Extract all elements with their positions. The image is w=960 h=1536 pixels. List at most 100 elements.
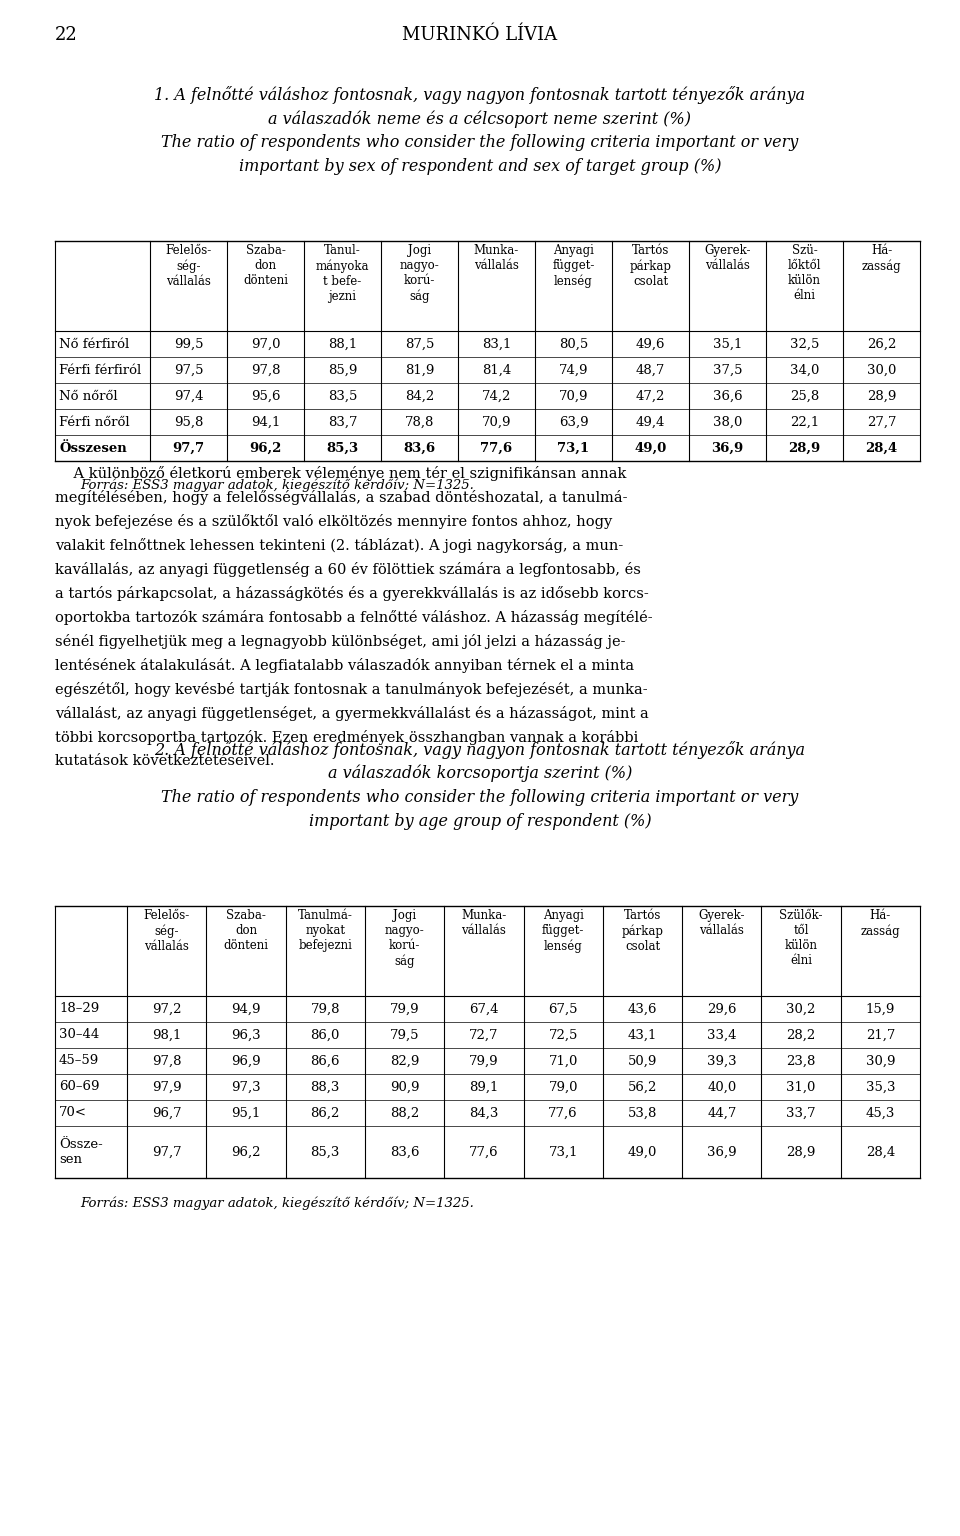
Text: Szü-
lőktől
külön
élni: Szü- lőktől külön élni bbox=[788, 244, 821, 303]
Text: 22: 22 bbox=[55, 26, 78, 45]
Text: a válaszadók neme és a célcsoport neme szerint (%): a válaszadók neme és a célcsoport neme s… bbox=[269, 111, 691, 127]
Text: 74,9: 74,9 bbox=[559, 364, 588, 376]
Text: 28,4: 28,4 bbox=[865, 441, 898, 455]
Text: 99,5: 99,5 bbox=[174, 338, 204, 350]
Text: Anyagi
függet-
lenség: Anyagi függet- lenség bbox=[552, 244, 594, 287]
Text: 97,3: 97,3 bbox=[231, 1080, 261, 1094]
Text: 28,9: 28,9 bbox=[788, 441, 821, 455]
Text: 45–59: 45–59 bbox=[59, 1055, 99, 1068]
Text: 79,0: 79,0 bbox=[548, 1080, 578, 1094]
Text: 70,9: 70,9 bbox=[559, 390, 588, 402]
Text: 80,5: 80,5 bbox=[559, 338, 588, 350]
Text: 96,2: 96,2 bbox=[250, 441, 281, 455]
Text: The ratio of respondents who consider the following criteria important or very: The ratio of respondents who consider th… bbox=[161, 134, 799, 151]
Text: 32,5: 32,5 bbox=[790, 338, 819, 350]
Text: egészétől, hogy kevésbé tartják fontosnak a tanulmányok befejezését, a munka-: egészétől, hogy kevésbé tartják fontosna… bbox=[55, 682, 648, 697]
Text: 86,2: 86,2 bbox=[311, 1106, 340, 1120]
Text: Forrás: ESS3 magyar adatok, kiegészítő kérdőív; N=1325.: Forrás: ESS3 magyar adatok, kiegészítő k… bbox=[80, 479, 474, 493]
Text: 49,4: 49,4 bbox=[636, 416, 665, 429]
Text: 70<: 70< bbox=[59, 1106, 87, 1120]
Text: 79,8: 79,8 bbox=[310, 1003, 340, 1015]
Text: Anyagi
függet-
lenség: Anyagi függet- lenség bbox=[542, 909, 585, 952]
Text: Össze-
sen: Össze- sen bbox=[59, 1138, 103, 1166]
Text: 48,7: 48,7 bbox=[636, 364, 665, 376]
Text: Felelős-
ség-
vállalás: Felelős- ség- vállalás bbox=[165, 244, 211, 287]
Text: 83,7: 83,7 bbox=[327, 416, 357, 429]
Text: 15,9: 15,9 bbox=[866, 1003, 895, 1015]
Text: a tartós párkapcsolat, a házasságkötés és a gyerekkvállalás is az idősebb korcs-: a tartós párkapcsolat, a házasságkötés é… bbox=[55, 587, 649, 601]
Text: 35,3: 35,3 bbox=[866, 1080, 895, 1094]
Text: 82,9: 82,9 bbox=[390, 1055, 420, 1068]
Text: 94,1: 94,1 bbox=[251, 416, 280, 429]
Text: Tanul-
mányoka
t befe-
jezni: Tanul- mányoka t befe- jezni bbox=[316, 244, 370, 303]
Text: Férfi férfiról: Férfi férfiról bbox=[59, 364, 141, 376]
Text: a válaszadók korcsoportja szerint (%): a válaszadók korcsoportja szerint (%) bbox=[327, 765, 633, 782]
Text: 90,9: 90,9 bbox=[390, 1080, 420, 1094]
Text: 97,9: 97,9 bbox=[152, 1080, 181, 1094]
Text: important by sex of respondent and sex of target group (%): important by sex of respondent and sex o… bbox=[239, 158, 721, 175]
Text: 73,1: 73,1 bbox=[548, 1146, 578, 1158]
Text: 36,9: 36,9 bbox=[707, 1146, 736, 1158]
Text: 28,9: 28,9 bbox=[867, 390, 897, 402]
Text: 36,9: 36,9 bbox=[711, 441, 744, 455]
Text: 72,7: 72,7 bbox=[469, 1029, 498, 1041]
Text: Há-
zasság: Há- zasság bbox=[862, 244, 901, 272]
Text: 83,1: 83,1 bbox=[482, 338, 511, 350]
Text: Szülők-
től
külön
élni: Szülők- től külön élni bbox=[780, 909, 823, 968]
Text: Munka-
vállalás: Munka- vállalás bbox=[474, 244, 519, 272]
Text: 49,0: 49,0 bbox=[628, 1146, 658, 1158]
Text: kutatások következtetéseivel.: kutatások következtetéseivel. bbox=[55, 754, 275, 768]
Text: 33,4: 33,4 bbox=[707, 1029, 736, 1041]
Text: 22,1: 22,1 bbox=[790, 416, 819, 429]
Text: 30,9: 30,9 bbox=[866, 1055, 895, 1068]
Text: 97,2: 97,2 bbox=[152, 1003, 181, 1015]
Text: Forrás: ESS3 magyar adatok, kiegészítő kérdőív; N=1325.: Forrás: ESS3 magyar adatok, kiegészítő k… bbox=[80, 1197, 474, 1209]
Text: 53,8: 53,8 bbox=[628, 1106, 658, 1120]
Text: 38,0: 38,0 bbox=[713, 416, 742, 429]
Text: 31,0: 31,0 bbox=[786, 1080, 816, 1094]
Text: 83,5: 83,5 bbox=[327, 390, 357, 402]
Text: 88,3: 88,3 bbox=[311, 1080, 340, 1094]
Text: 84,3: 84,3 bbox=[469, 1106, 498, 1120]
Text: 77,6: 77,6 bbox=[469, 1146, 498, 1158]
Text: 30–44: 30–44 bbox=[59, 1029, 99, 1041]
Text: 96,2: 96,2 bbox=[231, 1146, 261, 1158]
Text: 89,1: 89,1 bbox=[469, 1080, 498, 1094]
Text: Jogi
nagyo-
korú-
ság: Jogi nagyo- korú- ság bbox=[385, 909, 424, 968]
Text: 83,6: 83,6 bbox=[390, 1146, 420, 1158]
Text: sénél figyelhetjük meg a legnagyobb különbséget, ami jól jelzi a házasság je-: sénél figyelhetjük meg a legnagyobb külö… bbox=[55, 634, 626, 650]
Text: megítélésében, hogy a felelősségvállalás, a szabad döntéshozatal, a tanulmá-: megítélésében, hogy a felelősségvállalás… bbox=[55, 490, 628, 505]
Text: 97,7: 97,7 bbox=[173, 441, 204, 455]
Text: 96,3: 96,3 bbox=[231, 1029, 261, 1041]
Text: valakit felnőttnek lehessen tekinteni (2. táblázat). A jogi nagykorság, a mun-: valakit felnőttnek lehessen tekinteni (2… bbox=[55, 538, 623, 553]
Text: 81,9: 81,9 bbox=[405, 364, 434, 376]
Text: 33,7: 33,7 bbox=[786, 1106, 816, 1120]
Text: 88,1: 88,1 bbox=[328, 338, 357, 350]
Text: 84,2: 84,2 bbox=[405, 390, 434, 402]
Text: 43,6: 43,6 bbox=[628, 1003, 658, 1015]
Text: 30,2: 30,2 bbox=[786, 1003, 816, 1015]
Text: 56,2: 56,2 bbox=[628, 1080, 658, 1094]
Text: oportokba tartozók számára fontosabb a felnőtté váláshoz. A házasság megítélé-: oportokba tartozók számára fontosabb a f… bbox=[55, 610, 653, 625]
Text: 28,4: 28,4 bbox=[866, 1146, 895, 1158]
Text: 34,0: 34,0 bbox=[790, 364, 819, 376]
Text: 95,1: 95,1 bbox=[231, 1106, 260, 1120]
Text: 49,6: 49,6 bbox=[636, 338, 665, 350]
Text: Jogi
nagyo-
korú-
ság: Jogi nagyo- korú- ság bbox=[399, 244, 440, 303]
Text: Gyerek-
vállalás: Gyerek- vállalás bbox=[705, 244, 751, 272]
Text: 29,6: 29,6 bbox=[707, 1003, 736, 1015]
Text: Nő férfiról: Nő férfiról bbox=[59, 338, 130, 350]
Text: Felelős-
ség-
vállalás: Felelős- ség- vállalás bbox=[144, 909, 190, 952]
Text: 67,5: 67,5 bbox=[548, 1003, 578, 1015]
Text: kavállalás, az anyagi függetlenség a 60 év fölöttiek számára a legfontosabb, és: kavállalás, az anyagi függetlenség a 60 … bbox=[55, 562, 641, 578]
Text: 97,0: 97,0 bbox=[251, 338, 280, 350]
Text: 2. A felnőtté váláshoz fontosnak, vagy nagyon fontosnak tartott tényezők aránya: 2. A felnőtté váláshoz fontosnak, vagy n… bbox=[155, 740, 805, 759]
Text: 74,2: 74,2 bbox=[482, 390, 511, 402]
Text: 97,5: 97,5 bbox=[174, 364, 204, 376]
Text: 77,6: 77,6 bbox=[480, 441, 513, 455]
Text: 79,9: 79,9 bbox=[469, 1055, 498, 1068]
Text: 71,0: 71,0 bbox=[548, 1055, 578, 1068]
Text: 85,9: 85,9 bbox=[327, 364, 357, 376]
Text: 60–69: 60–69 bbox=[59, 1080, 100, 1094]
Text: 78,8: 78,8 bbox=[405, 416, 434, 429]
